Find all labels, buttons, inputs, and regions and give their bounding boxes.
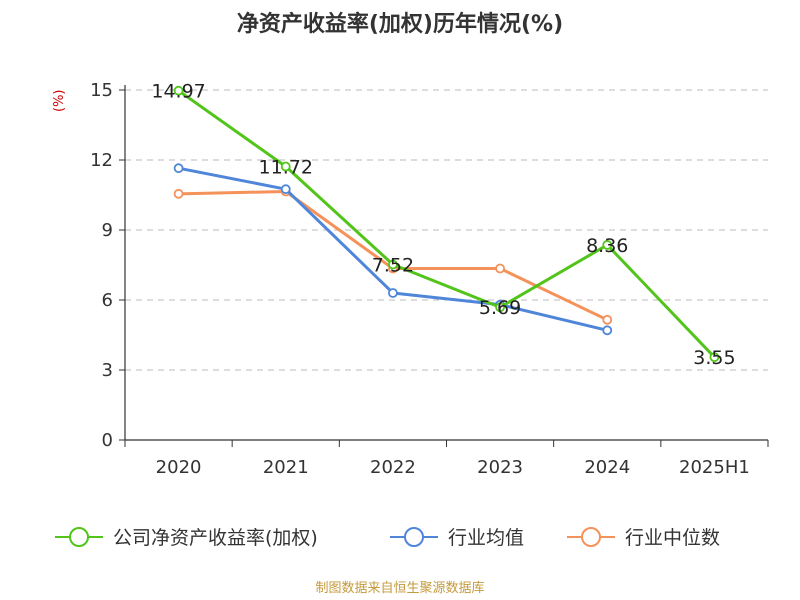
legend-label: 行业均值 [448, 527, 524, 549]
legend-swatch-marker [581, 527, 601, 547]
legend: 公司净资产收益率(加权) 行业均值 行业中位数 [55, 527, 720, 549]
data-label: 11.72 [259, 157, 313, 179]
x-tick-label: 2022 [370, 457, 416, 478]
data-point [388, 259, 398, 270]
axes: 0 3 6 9 12 15 2020 2021 2022 2023 2024 2025H1 [90, 80, 769, 478]
data-label: 5.69 [479, 297, 521, 319]
data-point [495, 302, 505, 313]
legend-swatch-marker [404, 527, 424, 547]
grid-lines [125, 89, 768, 371]
data-point [495, 263, 505, 274]
y-tick-label: 9 [102, 220, 113, 241]
x-tick-label: 2021 [263, 457, 309, 478]
data-point [173, 163, 184, 174]
data-point [280, 161, 291, 172]
data-label: 7.52 [372, 255, 414, 277]
chart-title: 净资产收益率(加权)历年情况(%) [236, 12, 564, 37]
legend-label: 公司净资产收益率(加权) [113, 527, 318, 549]
data-point [173, 85, 184, 96]
y-tick-label: 3 [102, 360, 113, 381]
y-tick-label: 0 [102, 430, 113, 451]
source-note: 制图数据来自恒生聚源数据库 [315, 581, 485, 596]
y-tick-label: 15 [90, 80, 113, 101]
data-labels: 14.97 11.72 7.52 5.69 8.36 3.55 [151, 81, 735, 369]
data-point [602, 240, 613, 250]
y-tick-label: 6 [102, 290, 113, 311]
data-label: 3.55 [693, 347, 735, 369]
y-tick-label: 12 [90, 150, 113, 171]
data-label: 8.36 [586, 235, 628, 257]
x-tick-label: 2024 [584, 457, 630, 478]
series-line [177, 89, 716, 359]
series-lines [173, 85, 720, 363]
x-tick-label: 2025H1 [679, 457, 750, 478]
data-point [173, 188, 184, 199]
x-tick-label: 2023 [477, 457, 523, 478]
data-point [280, 184, 291, 195]
data-point [709, 352, 720, 363]
data-label: 14.97 [151, 81, 205, 103]
data-point [388, 288, 398, 298]
legend-swatch-marker [69, 527, 89, 547]
legend-label: 行业中位数 [625, 527, 720, 549]
data-point [602, 314, 613, 325]
data-point [602, 325, 613, 336]
x-tick-label: 2020 [156, 457, 202, 478]
